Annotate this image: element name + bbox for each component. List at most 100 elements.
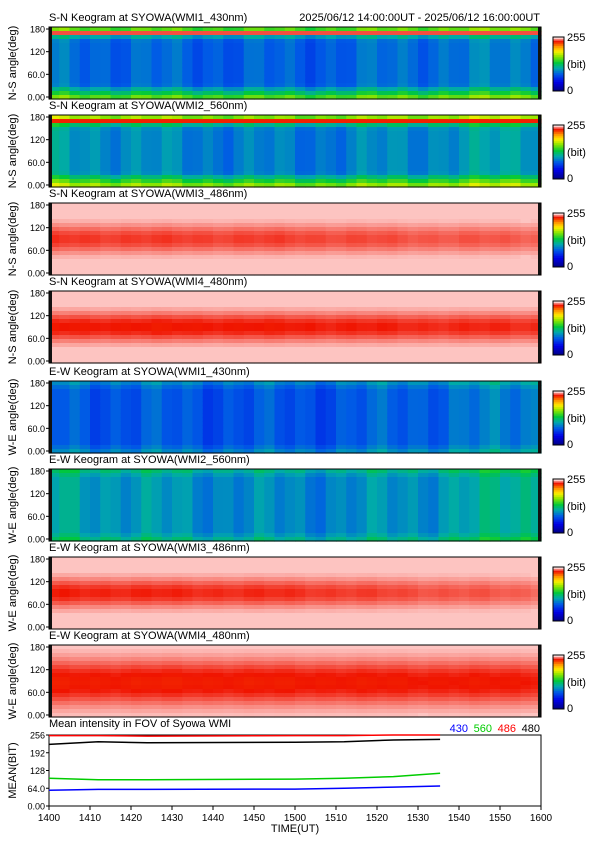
- heatmap-cell: [397, 71, 409, 76]
- heatmap-cell: [407, 27, 419, 32]
- heatmap-cell: [305, 207, 317, 212]
- heatmap-cell: [500, 143, 511, 148]
- heatmap-cell: [120, 227, 132, 232]
- heatmap-cell: [325, 319, 337, 324]
- heatmap-cell: [407, 327, 419, 332]
- heatmap-cell: [172, 159, 183, 164]
- heatmap-cell: [530, 43, 542, 48]
- heatmap-cell: [141, 43, 153, 48]
- heatmap-cell: [223, 39, 235, 44]
- heatmap-cell: [428, 27, 440, 32]
- heatmap-cell: [489, 115, 501, 120]
- heatmap-cell: [274, 235, 286, 240]
- heatmap-cell: [243, 183, 255, 188]
- heatmap-cell: [90, 425, 101, 430]
- colorbar-step: [553, 412, 564, 415]
- heatmap-cell: [243, 533, 255, 538]
- heatmap-cell: [530, 323, 542, 328]
- heatmap-cell: [151, 211, 163, 216]
- heatmap-cell: [418, 123, 429, 128]
- heatmap-cell: [479, 295, 491, 300]
- heatmap-cell: [151, 405, 163, 410]
- heatmap-cell: [356, 259, 368, 264]
- heatmap-cell: [325, 255, 337, 260]
- colorbar-step: [553, 401, 564, 405]
- heatmap-cell: [141, 319, 153, 324]
- colorbar-step: [553, 392, 564, 396]
- heatmap-cell: [325, 327, 337, 332]
- heatmap-cell: [233, 139, 245, 144]
- heatmap-cell: [233, 481, 245, 486]
- heatmap-cell: [120, 351, 132, 356]
- heatmap-cell: [233, 179, 245, 184]
- heatmap-cell: [202, 315, 214, 320]
- heatmap-cell: [284, 35, 296, 40]
- heatmap-cell: [469, 291, 481, 296]
- heatmap-cell: [325, 291, 337, 296]
- heatmap-cell: [69, 51, 81, 56]
- heatmap-cell: [325, 429, 337, 434]
- heatmap-cell: [100, 71, 112, 76]
- heatmap-cell: [295, 55, 306, 60]
- heatmap-cell: [284, 393, 296, 398]
- heatmap-cell: [428, 247, 440, 252]
- heatmap-cell: [151, 335, 163, 340]
- heatmap-cell: [49, 43, 60, 48]
- colorbar-step: [553, 311, 564, 315]
- heatmap-cell: [336, 409, 347, 414]
- colorbar-step: [553, 223, 564, 227]
- colorbar-step: [553, 254, 564, 257]
- panel-frame: [48, 114, 542, 188]
- heatmap-cell: [151, 239, 163, 244]
- heatmap-cell: [459, 139, 470, 144]
- heatmap-cell: [407, 319, 419, 324]
- heatmap-cell: [510, 39, 522, 44]
- heatmap-cell: [59, 525, 71, 530]
- heatmap-cell: [182, 79, 194, 84]
- heatmap-cell: [438, 449, 450, 454]
- heatmap-cell: [100, 295, 112, 300]
- heatmap-cell: [120, 139, 132, 144]
- heatmap-cell: [192, 437, 204, 442]
- heatmap-cell: [141, 215, 153, 220]
- heatmap-cell: [233, 311, 245, 316]
- heatmap-cell: [510, 409, 522, 414]
- heatmap-cell: [213, 155, 224, 160]
- heatmap-cell: [315, 115, 327, 120]
- heatmap-cell: [131, 47, 142, 52]
- heatmap-cell: [305, 31, 317, 36]
- heatmap-cell: [418, 401, 429, 406]
- heatmap-cell: [315, 339, 327, 344]
- heatmap-cell: [90, 409, 101, 414]
- heatmap-cell: [295, 355, 306, 360]
- heatmap-cell: [79, 127, 91, 132]
- heatmap-cell: [59, 291, 71, 296]
- heatmap-cell: [151, 469, 163, 474]
- heatmap-cell: [233, 497, 245, 502]
- heatmap-cell: [346, 55, 358, 60]
- heatmap-cell: [90, 243, 101, 248]
- heatmap-cell: [274, 315, 286, 320]
- heatmap-cell: [407, 271, 419, 276]
- heatmap-cell: [202, 243, 214, 248]
- heatmap-cell: [428, 75, 440, 80]
- y-tick-label: 60.0: [27, 158, 45, 168]
- heatmap-cell: [254, 405, 265, 410]
- heatmap-cell: [346, 323, 358, 328]
- heatmap-cell: [213, 359, 224, 364]
- heatmap-cell: [366, 71, 378, 76]
- heatmap-cell: [295, 315, 306, 320]
- heatmap-cell: [223, 295, 235, 300]
- heatmap-cell: [336, 417, 347, 422]
- heatmap-cell: [284, 331, 296, 336]
- heatmap-cell: [377, 413, 388, 418]
- heatmap-cell: [90, 47, 101, 52]
- heatmap-cell: [459, 385, 470, 390]
- colorbar-step: [553, 347, 564, 351]
- heatmap-cell: [336, 271, 347, 276]
- heatmap-cell: [49, 79, 60, 84]
- colorbar-step: [553, 263, 564, 266]
- heatmap-cell: [305, 227, 317, 232]
- heatmap-cell: [59, 151, 71, 156]
- heatmap-cell: [69, 31, 81, 36]
